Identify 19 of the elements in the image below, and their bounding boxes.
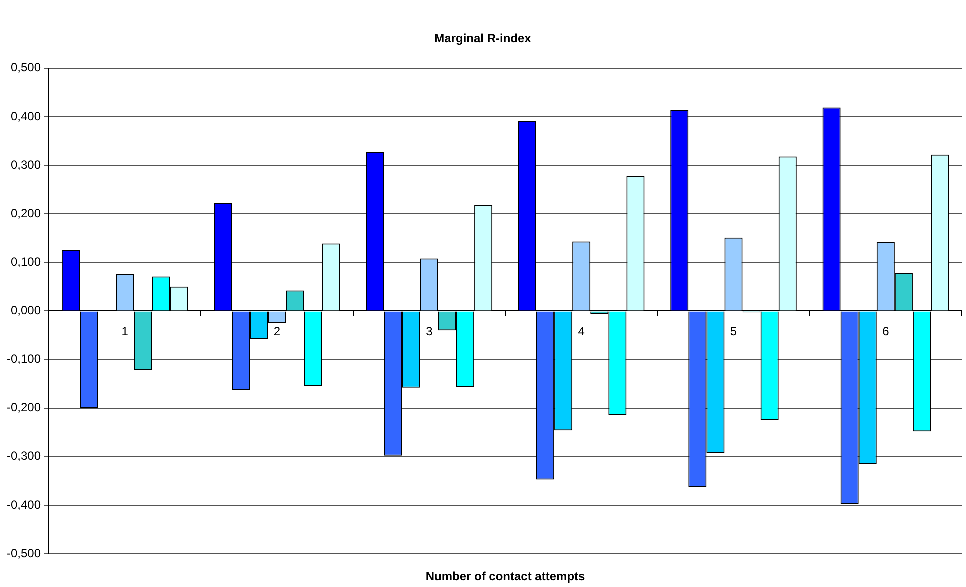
x-tick-label: 6 xyxy=(882,324,890,339)
x-tick-label: 4 xyxy=(578,324,586,339)
y-tick-label: 0,400 xyxy=(10,109,42,124)
y-tick-label: -0,300 xyxy=(6,449,42,464)
chart-title: Marginal R-index xyxy=(434,32,532,46)
y-tick-label: 0,300 xyxy=(10,158,42,172)
y-tick-label: -0,200 xyxy=(6,400,42,415)
y-tick-label: -0,400 xyxy=(6,498,42,512)
x-axis-title: Number of contact attempts xyxy=(426,569,586,584)
x-tick-label: 5 xyxy=(730,324,738,339)
x-tick-label: 3 xyxy=(426,324,434,339)
y-tick-label: -0,100 xyxy=(6,352,42,366)
y-tick-label: 0,000 xyxy=(10,304,42,318)
y-tick-label: 0,500 xyxy=(10,60,42,75)
x-tick-label: 1 xyxy=(122,324,129,339)
y-tick-label: -0,500 xyxy=(6,546,42,560)
x-tick-label: 2 xyxy=(274,324,281,339)
y-tick-label: 0,200 xyxy=(10,206,42,220)
y-tick-label: 0,100 xyxy=(10,254,42,269)
